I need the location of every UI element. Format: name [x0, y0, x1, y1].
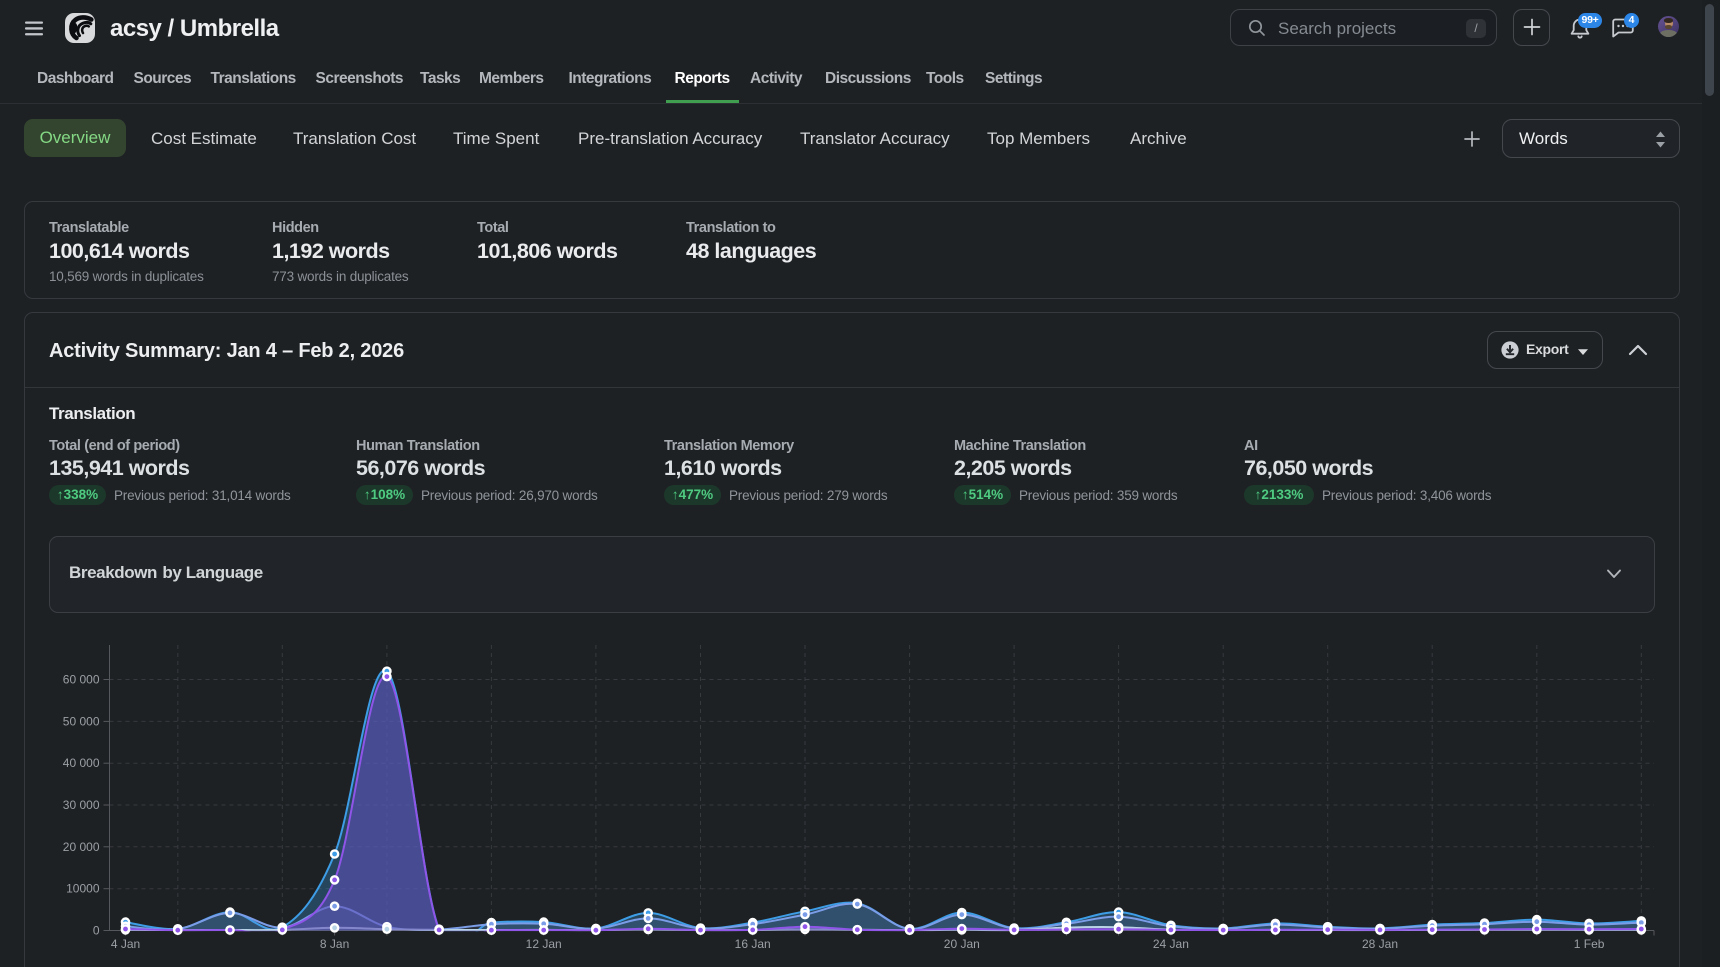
svg-text:50 000: 50 000 — [63, 714, 100, 728]
svg-text:20 Jan: 20 Jan — [944, 937, 980, 951]
svg-text:10000: 10000 — [66, 882, 100, 896]
svg-text:28 Jan: 28 Jan — [1362, 937, 1398, 951]
svg-text:24 Jan: 24 Jan — [1153, 937, 1189, 951]
svg-text:4 Jan: 4 Jan — [111, 937, 140, 951]
svg-text:20 000: 20 000 — [63, 840, 100, 854]
svg-text:8 Jan: 8 Jan — [320, 937, 349, 951]
svg-text:12 Jan: 12 Jan — [526, 937, 562, 951]
svg-text:30 000: 30 000 — [63, 798, 100, 812]
svg-text:0: 0 — [93, 924, 100, 938]
svg-text:1 Feb: 1 Feb — [1574, 937, 1605, 951]
svg-text:40 000: 40 000 — [63, 756, 100, 770]
svg-text:60 000: 60 000 — [63, 673, 100, 687]
svg-text:16 Jan: 16 Jan — [735, 937, 771, 951]
